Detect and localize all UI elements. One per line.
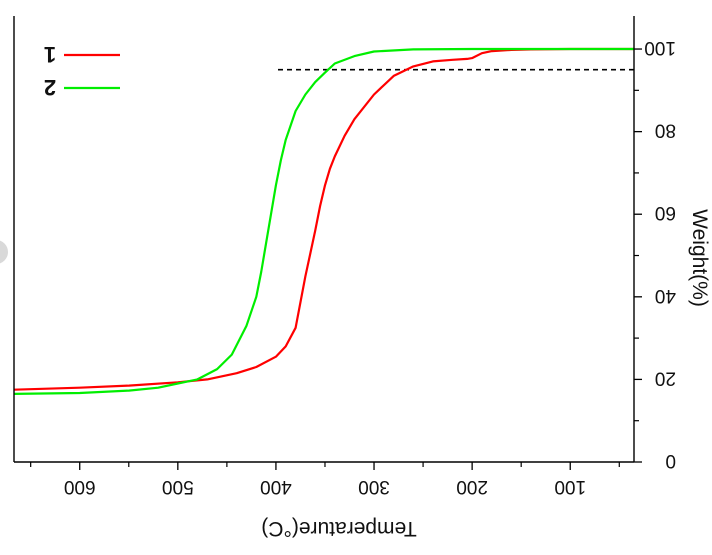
x-tick-label: 600 [64, 476, 96, 497]
y-tick-label: 40 [655, 285, 676, 306]
legend-label-2: 2 [44, 75, 56, 100]
legend-label-1: 1 [44, 42, 56, 67]
x-axis-title: Temperature(°C) [261, 517, 416, 540]
x-tick-label: 500 [162, 476, 194, 497]
x-tick-label: 400 [260, 476, 292, 497]
x-tick-label: 300 [358, 476, 390, 497]
x-tick-label: 200 [456, 476, 488, 497]
y-tick-label: 100 [644, 37, 676, 58]
y-axis: 0 20 40 60 80 100 [634, 37, 676, 471]
y-tick-label: 0 [665, 450, 676, 471]
x-axis: 600 500 400 300 200 100 [30, 462, 620, 497]
plot-area [13, 47, 634, 395]
y-tick-label: 60 [655, 202, 676, 223]
y-tick-label: 80 [655, 120, 676, 141]
axis-frame [13, 16, 635, 463]
series-line-2 [13, 47, 634, 395]
edge-artifact [0, 240, 8, 264]
y-tick-label: 20 [655, 367, 676, 388]
legend: 12 [44, 42, 120, 100]
series-line-1 [13, 47, 634, 391]
x-tick-label: 100 [554, 476, 586, 497]
y-axis-title: Weight(%) [688, 209, 711, 307]
